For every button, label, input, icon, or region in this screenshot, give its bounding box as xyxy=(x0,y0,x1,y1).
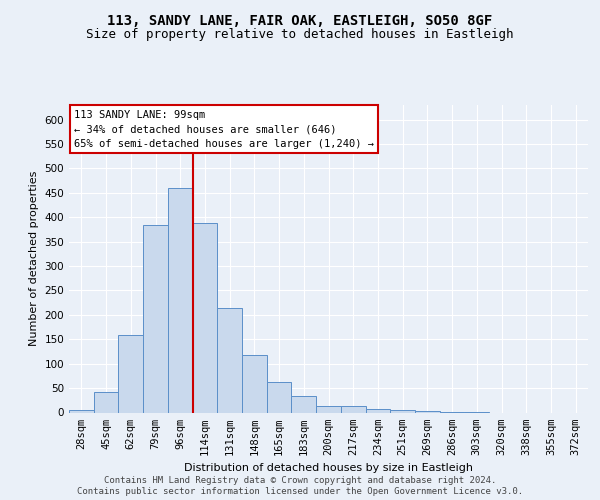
Bar xyxy=(365,408,390,412)
Bar xyxy=(193,223,217,412)
Bar xyxy=(292,396,316,412)
Bar xyxy=(69,410,94,412)
Bar xyxy=(143,224,168,412)
Bar xyxy=(242,355,267,412)
Bar xyxy=(390,410,415,412)
Bar xyxy=(168,188,193,412)
Text: 113 SANDY LANE: 99sqm
← 34% of detached houses are smaller (646)
65% of semi-det: 113 SANDY LANE: 99sqm ← 34% of detached … xyxy=(74,110,374,149)
Text: Contains public sector information licensed under the Open Government Licence v3: Contains public sector information licen… xyxy=(77,487,523,496)
X-axis label: Distribution of detached houses by size in Eastleigh: Distribution of detached houses by size … xyxy=(184,463,473,473)
Bar xyxy=(267,382,292,412)
Bar xyxy=(341,406,365,412)
Text: Contains HM Land Registry data © Crown copyright and database right 2024.: Contains HM Land Registry data © Crown c… xyxy=(104,476,496,485)
Text: Size of property relative to detached houses in Eastleigh: Size of property relative to detached ho… xyxy=(86,28,514,41)
Bar xyxy=(118,336,143,412)
Text: 113, SANDY LANE, FAIR OAK, EASTLEIGH, SO50 8GF: 113, SANDY LANE, FAIR OAK, EASTLEIGH, SO… xyxy=(107,14,493,28)
Bar xyxy=(217,308,242,412)
Bar xyxy=(316,406,341,412)
Bar xyxy=(94,392,118,412)
Bar xyxy=(415,411,440,412)
Y-axis label: Number of detached properties: Number of detached properties xyxy=(29,171,39,346)
